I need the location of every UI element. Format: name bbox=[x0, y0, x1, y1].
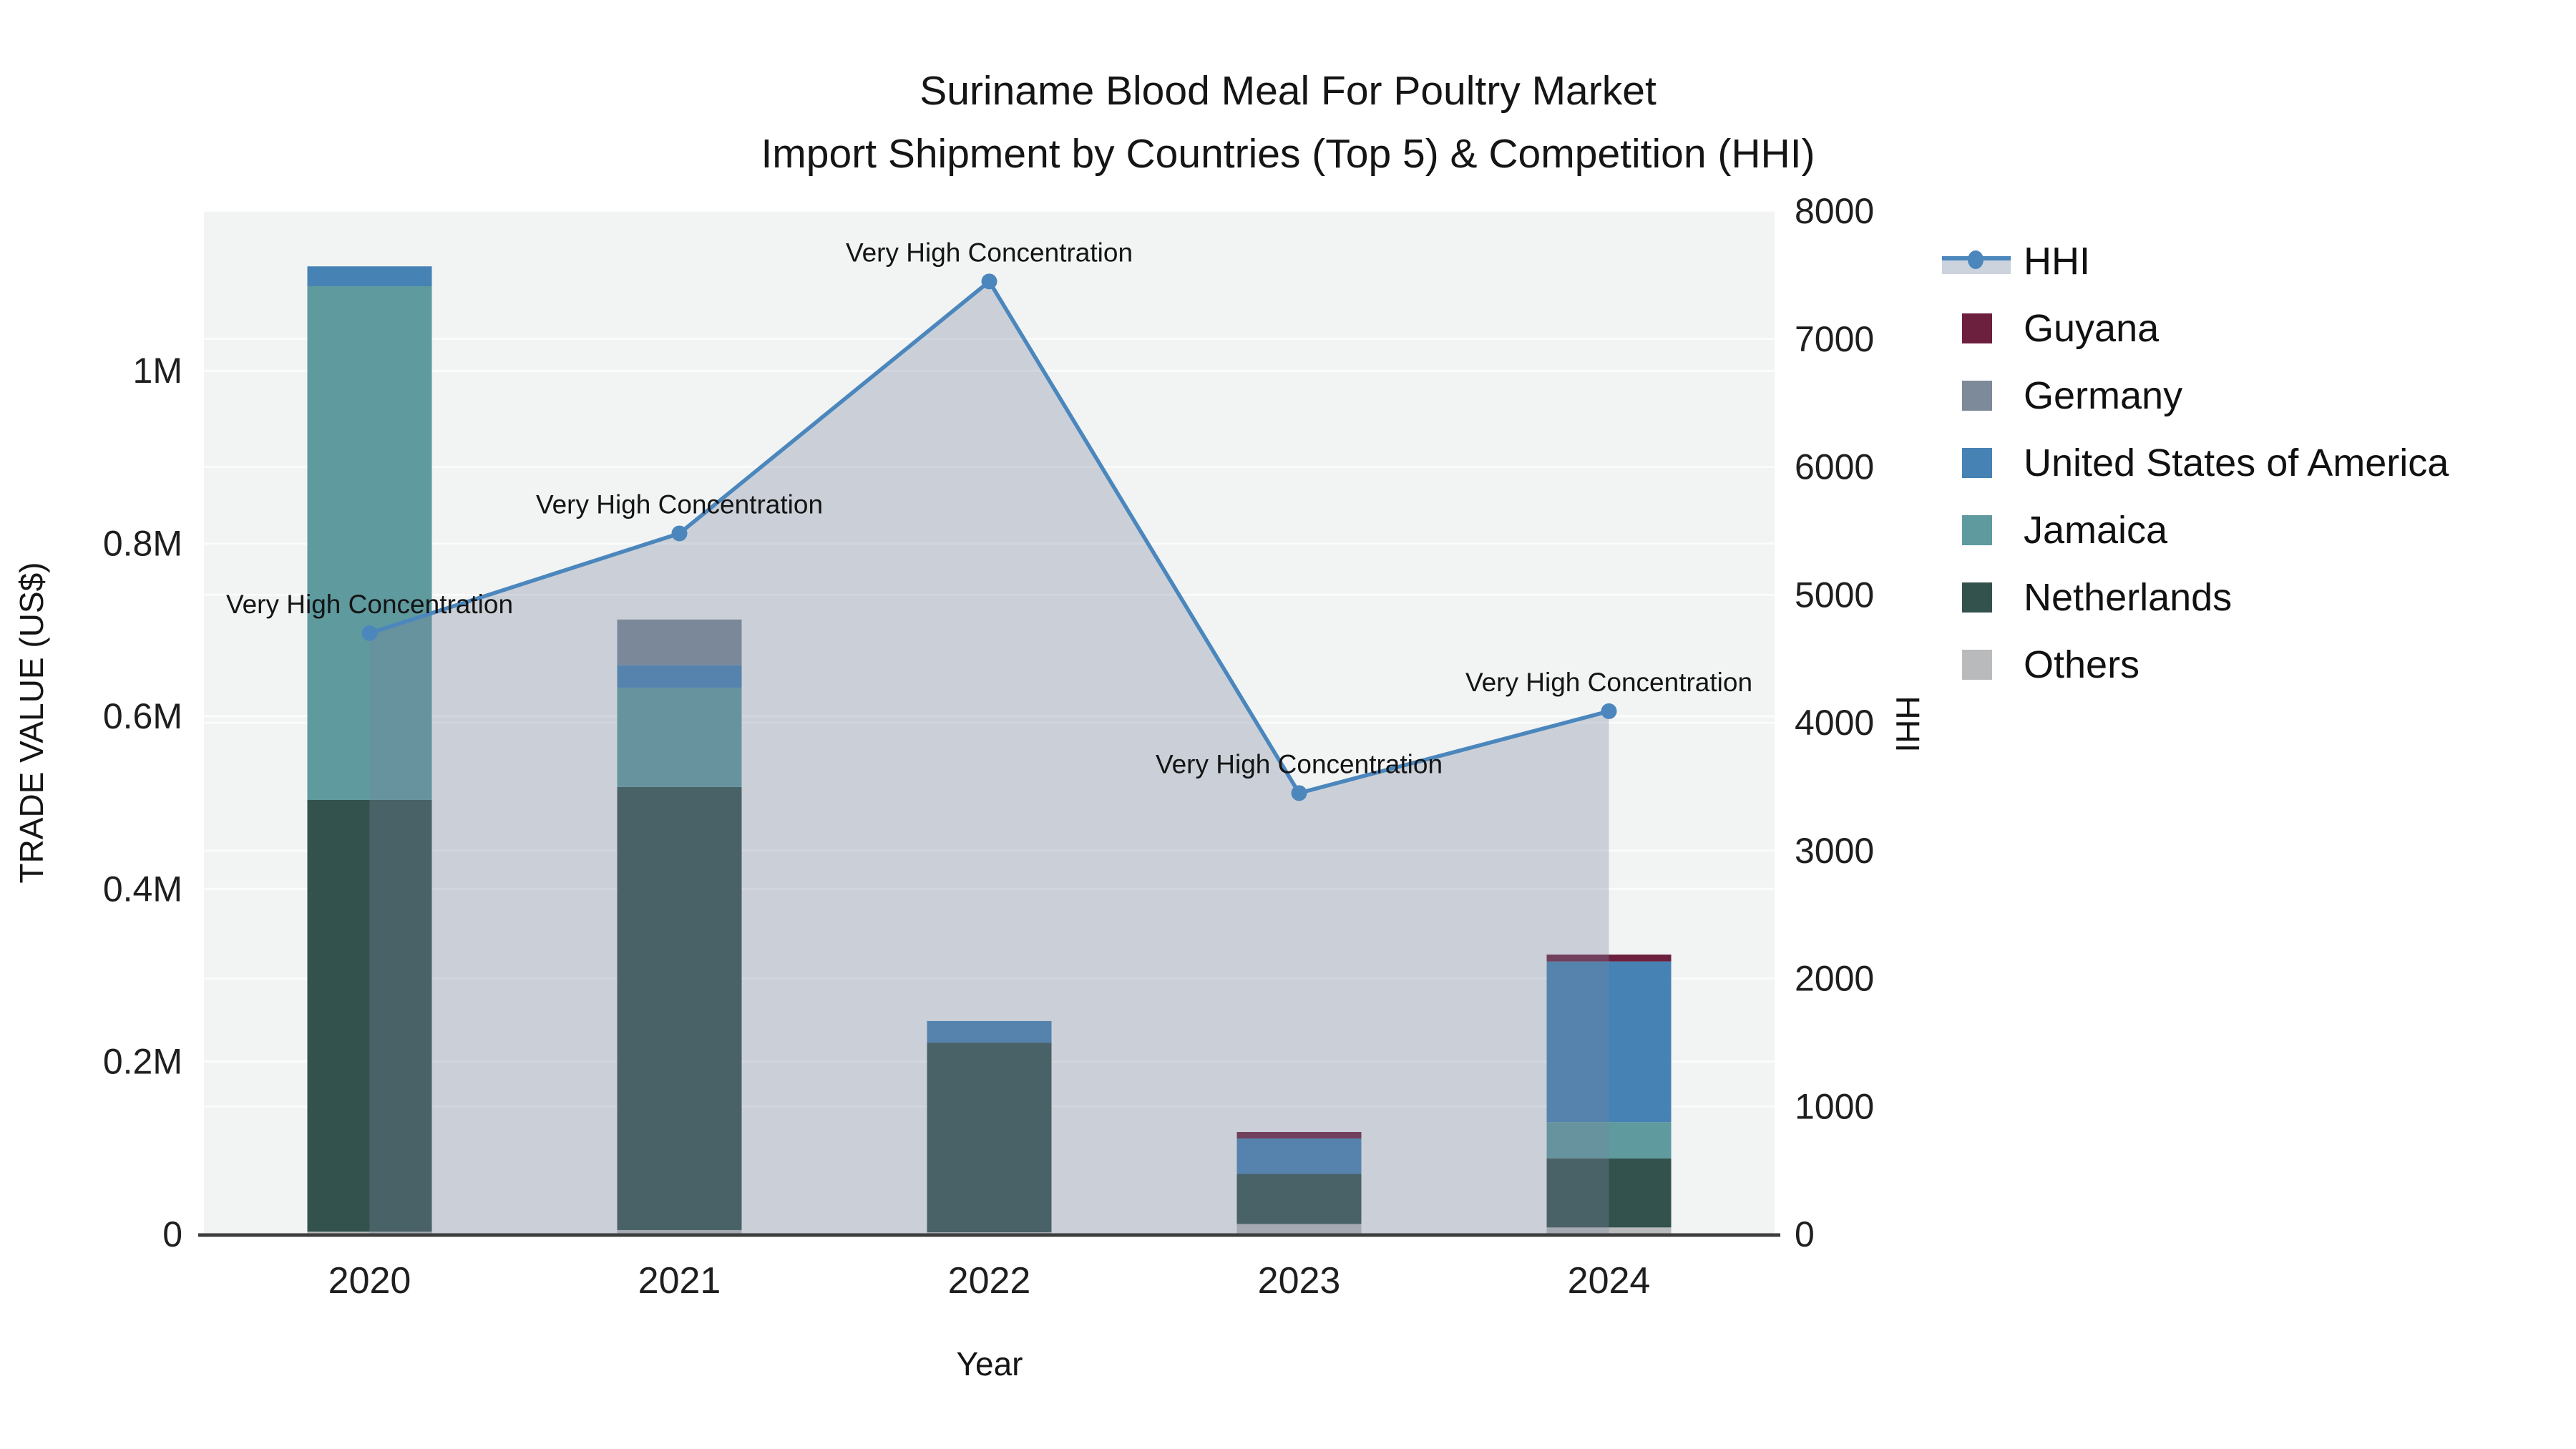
hhi-line-swatch-icon bbox=[1942, 246, 2014, 276]
legend-item-others[interactable]: Others bbox=[1942, 643, 2449, 686]
bar-others-2024[interactable] bbox=[1546, 1227, 1672, 1234]
bar-netherlands-2024[interactable] bbox=[1546, 1158, 1672, 1228]
legend-label: HHI bbox=[2024, 240, 2090, 283]
y-axis-right-title: HHI bbox=[1889, 696, 1926, 753]
hhi-marker-2020[interactable] bbox=[361, 625, 378, 641]
y-left-tick-label: 0.2M bbox=[103, 1042, 182, 1082]
y-right-tick-label: 1000 bbox=[1795, 1086, 1874, 1126]
netherlands-swatch-icon bbox=[1942, 582, 2014, 613]
y-right-tick-label: 6000 bbox=[1795, 447, 1874, 487]
hhi-marker-2023[interactable] bbox=[1291, 785, 1307, 801]
bar-netherlands-2020[interactable] bbox=[307, 800, 432, 1232]
bar-netherlands-2023[interactable] bbox=[1236, 1174, 1362, 1224]
y-right-tick-label: 4000 bbox=[1795, 703, 1874, 743]
x-tick-label-2020: 2020 bbox=[328, 1260, 411, 1302]
hhi-marker-2022[interactable] bbox=[981, 273, 997, 290]
annotation-2021: Very High Concentration bbox=[536, 489, 823, 519]
bar-others-2021[interactable] bbox=[617, 1229, 742, 1234]
legend-label: United States of America bbox=[2024, 441, 2449, 484]
y-left-tick-label: 0.8M bbox=[103, 524, 182, 564]
annotation-2024: Very High Concentration bbox=[1465, 668, 1752, 697]
annotation-2020: Very High Concentration bbox=[226, 590, 513, 619]
bar-united-states-of-america-2022[interactable] bbox=[927, 1020, 1052, 1043]
x-tick-label-2021: 2021 bbox=[638, 1260, 721, 1302]
y-right-tick-label: 3000 bbox=[1795, 831, 1874, 871]
legend-item-netherlands[interactable]: Netherlands bbox=[1942, 576, 2449, 619]
bar-jamaica-2020[interactable] bbox=[307, 286, 432, 801]
hhi-marker-2024[interactable] bbox=[1601, 703, 1617, 719]
bar-others-2022[interactable] bbox=[927, 1231, 1052, 1234]
jamaica-swatch-icon bbox=[1942, 515, 2014, 545]
bar-netherlands-2021[interactable] bbox=[617, 786, 742, 1230]
legend-item-hhi[interactable]: HHI bbox=[1942, 240, 2449, 283]
y-left-tick-label: 0.6M bbox=[103, 696, 182, 736]
legend-label: Germany bbox=[2024, 374, 2183, 417]
y-right-tick-label: 5000 bbox=[1795, 575, 1874, 615]
bar-germany-2021[interactable] bbox=[617, 619, 742, 665]
legend-label: Others bbox=[2024, 643, 2140, 686]
bar-jamaica-2024[interactable] bbox=[1546, 1122, 1672, 1158]
legend-item-united-states-of-america[interactable]: United States of America bbox=[1942, 441, 2449, 484]
united-states-of-america-swatch-icon bbox=[1942, 448, 2014, 478]
legend-item-germany[interactable]: Germany bbox=[1942, 374, 2449, 417]
legend-item-jamaica[interactable]: Jamaica bbox=[1942, 509, 2449, 552]
y-right-tick-label: 0 bbox=[1795, 1214, 1815, 1254]
bar-netherlands-2022[interactable] bbox=[927, 1043, 1052, 1232]
chart-title-line2: Import Shipment by Countries (Top 5) & C… bbox=[761, 131, 1815, 177]
bar-guyana-2023[interactable] bbox=[1236, 1132, 1362, 1139]
x-tick-label-2024: 2024 bbox=[1568, 1260, 1651, 1302]
legend-label: Guyana bbox=[2024, 307, 2160, 350]
chart-title-line1: Suriname Blood Meal For Poultry Market bbox=[919, 68, 1657, 114]
hhi-area-fill bbox=[369, 281, 1609, 1234]
annotation-2022: Very High Concentration bbox=[846, 238, 1133, 267]
y-left-tick-label: 1M bbox=[133, 351, 182, 391]
bar-others-2020[interactable] bbox=[307, 1231, 432, 1234]
bar-others-2023[interactable] bbox=[1236, 1224, 1362, 1234]
x-tick-label-2023: 2023 bbox=[1258, 1260, 1341, 1302]
y-right-tick-label: 8000 bbox=[1795, 191, 1874, 231]
annotation-2023: Very High Concentration bbox=[1156, 749, 1443, 779]
legend-label: Jamaica bbox=[2024, 509, 2168, 552]
bar-united-states-of-america-2020[interactable] bbox=[307, 266, 432, 286]
bar-united-states-of-america-2021[interactable] bbox=[617, 665, 742, 688]
others-swatch-icon bbox=[1942, 650, 2014, 680]
y-right-tick-label: 7000 bbox=[1795, 319, 1874, 359]
y-right-tick-label: 2000 bbox=[1795, 959, 1874, 999]
bar-jamaica-2021[interactable] bbox=[617, 688, 742, 787]
y-left-tick-label: 0.4M bbox=[103, 869, 182, 909]
bar-united-states-of-america-2024[interactable] bbox=[1546, 961, 1672, 1123]
germany-swatch-icon bbox=[1942, 381, 2014, 411]
x-tick-label-2022: 2022 bbox=[948, 1260, 1031, 1302]
legend-label: Netherlands bbox=[2024, 576, 2233, 619]
legend-item-guyana[interactable]: Guyana bbox=[1942, 307, 2449, 350]
guyana-swatch-icon bbox=[1942, 313, 2014, 343]
bar-united-states-of-america-2023[interactable] bbox=[1236, 1138, 1362, 1174]
x-axis-title: Year bbox=[956, 1345, 1023, 1382]
y-left-tick-label: 0 bbox=[162, 1214, 182, 1254]
y-axis-left-title: TRADE VALUE (US$) bbox=[13, 562, 50, 884]
bar-guyana-2024[interactable] bbox=[1546, 955, 1672, 962]
legend: HHI Guyana Germany United States of Amer… bbox=[1942, 240, 2449, 717]
hhi-marker-2021[interactable] bbox=[671, 525, 688, 542]
